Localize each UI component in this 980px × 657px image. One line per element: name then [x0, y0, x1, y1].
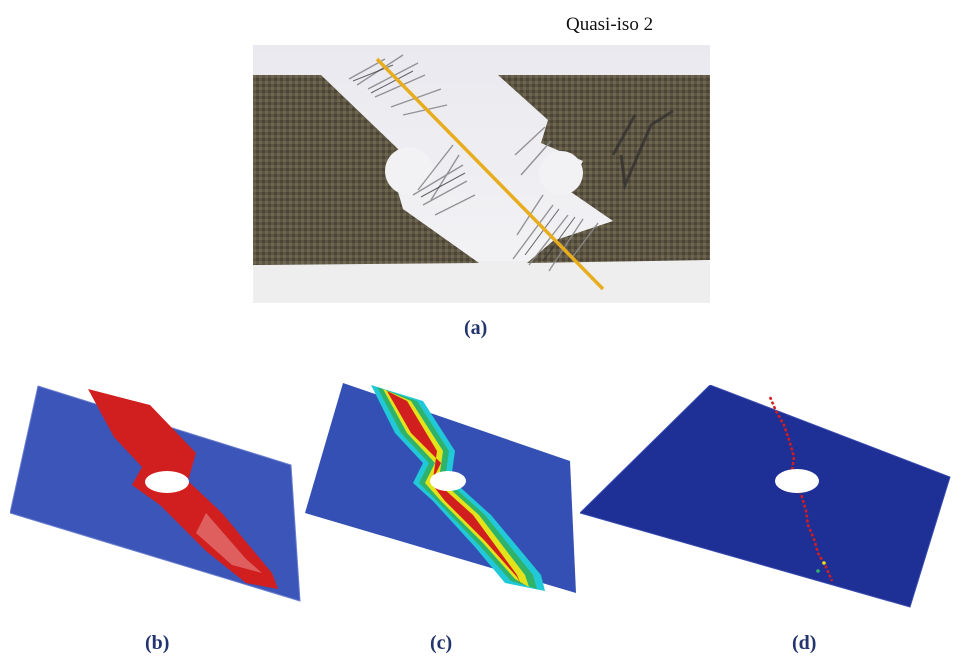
simulation-d	[580, 385, 955, 610]
specimen-photo	[253, 45, 710, 303]
figure-title: Quasi-iso 2	[566, 14, 654, 35]
caption-a: (a)	[464, 317, 488, 339]
caption-d: (d)	[792, 632, 817, 654]
caption-b: (b)	[145, 632, 170, 654]
caption-c: (c)	[430, 632, 453, 654]
simulation-c	[305, 383, 580, 598]
simulation-b	[10, 383, 305, 603]
